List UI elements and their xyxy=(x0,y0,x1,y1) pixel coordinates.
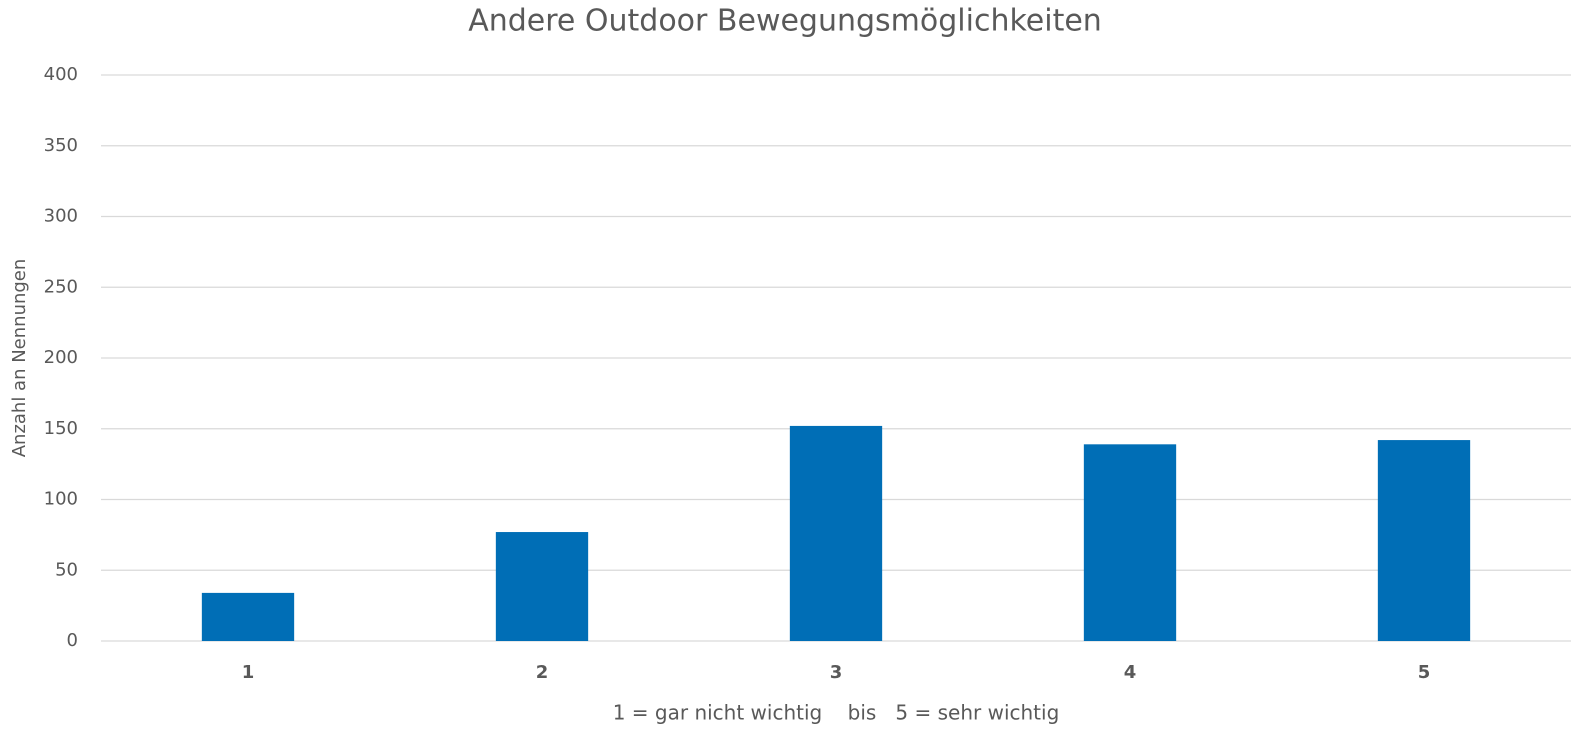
bar xyxy=(495,532,589,641)
x-axis-title: 1 = gar nicht wichtig bis 5 = sehr wicht… xyxy=(613,701,1060,725)
x-tick-label: 1 xyxy=(242,662,255,683)
y-tick-label: 50 xyxy=(55,559,78,580)
y-tick-label: 150 xyxy=(44,418,78,439)
bar xyxy=(1083,444,1177,641)
x-tick-label: 3 xyxy=(830,662,843,683)
y-tick-label: 300 xyxy=(44,206,78,227)
bar xyxy=(1377,440,1471,641)
bar xyxy=(201,592,295,641)
y-tick-label: 0 xyxy=(67,630,78,651)
x-tick-label: 4 xyxy=(1124,662,1137,683)
x-tick-label: 2 xyxy=(536,662,549,683)
y-tick-label: 250 xyxy=(44,276,78,297)
x-tick-label: 5 xyxy=(1418,662,1431,683)
y-tick-label: 100 xyxy=(44,489,78,510)
y-tick-label: 400 xyxy=(44,64,78,85)
y-tick-label: 350 xyxy=(44,135,78,156)
y-axis-title: Anzahl an Nennungen xyxy=(9,259,30,458)
chart-title: Andere Outdoor Bewegungsmöglichkeiten xyxy=(468,4,1102,39)
bar xyxy=(789,425,883,641)
y-tick-label: 200 xyxy=(44,347,78,368)
